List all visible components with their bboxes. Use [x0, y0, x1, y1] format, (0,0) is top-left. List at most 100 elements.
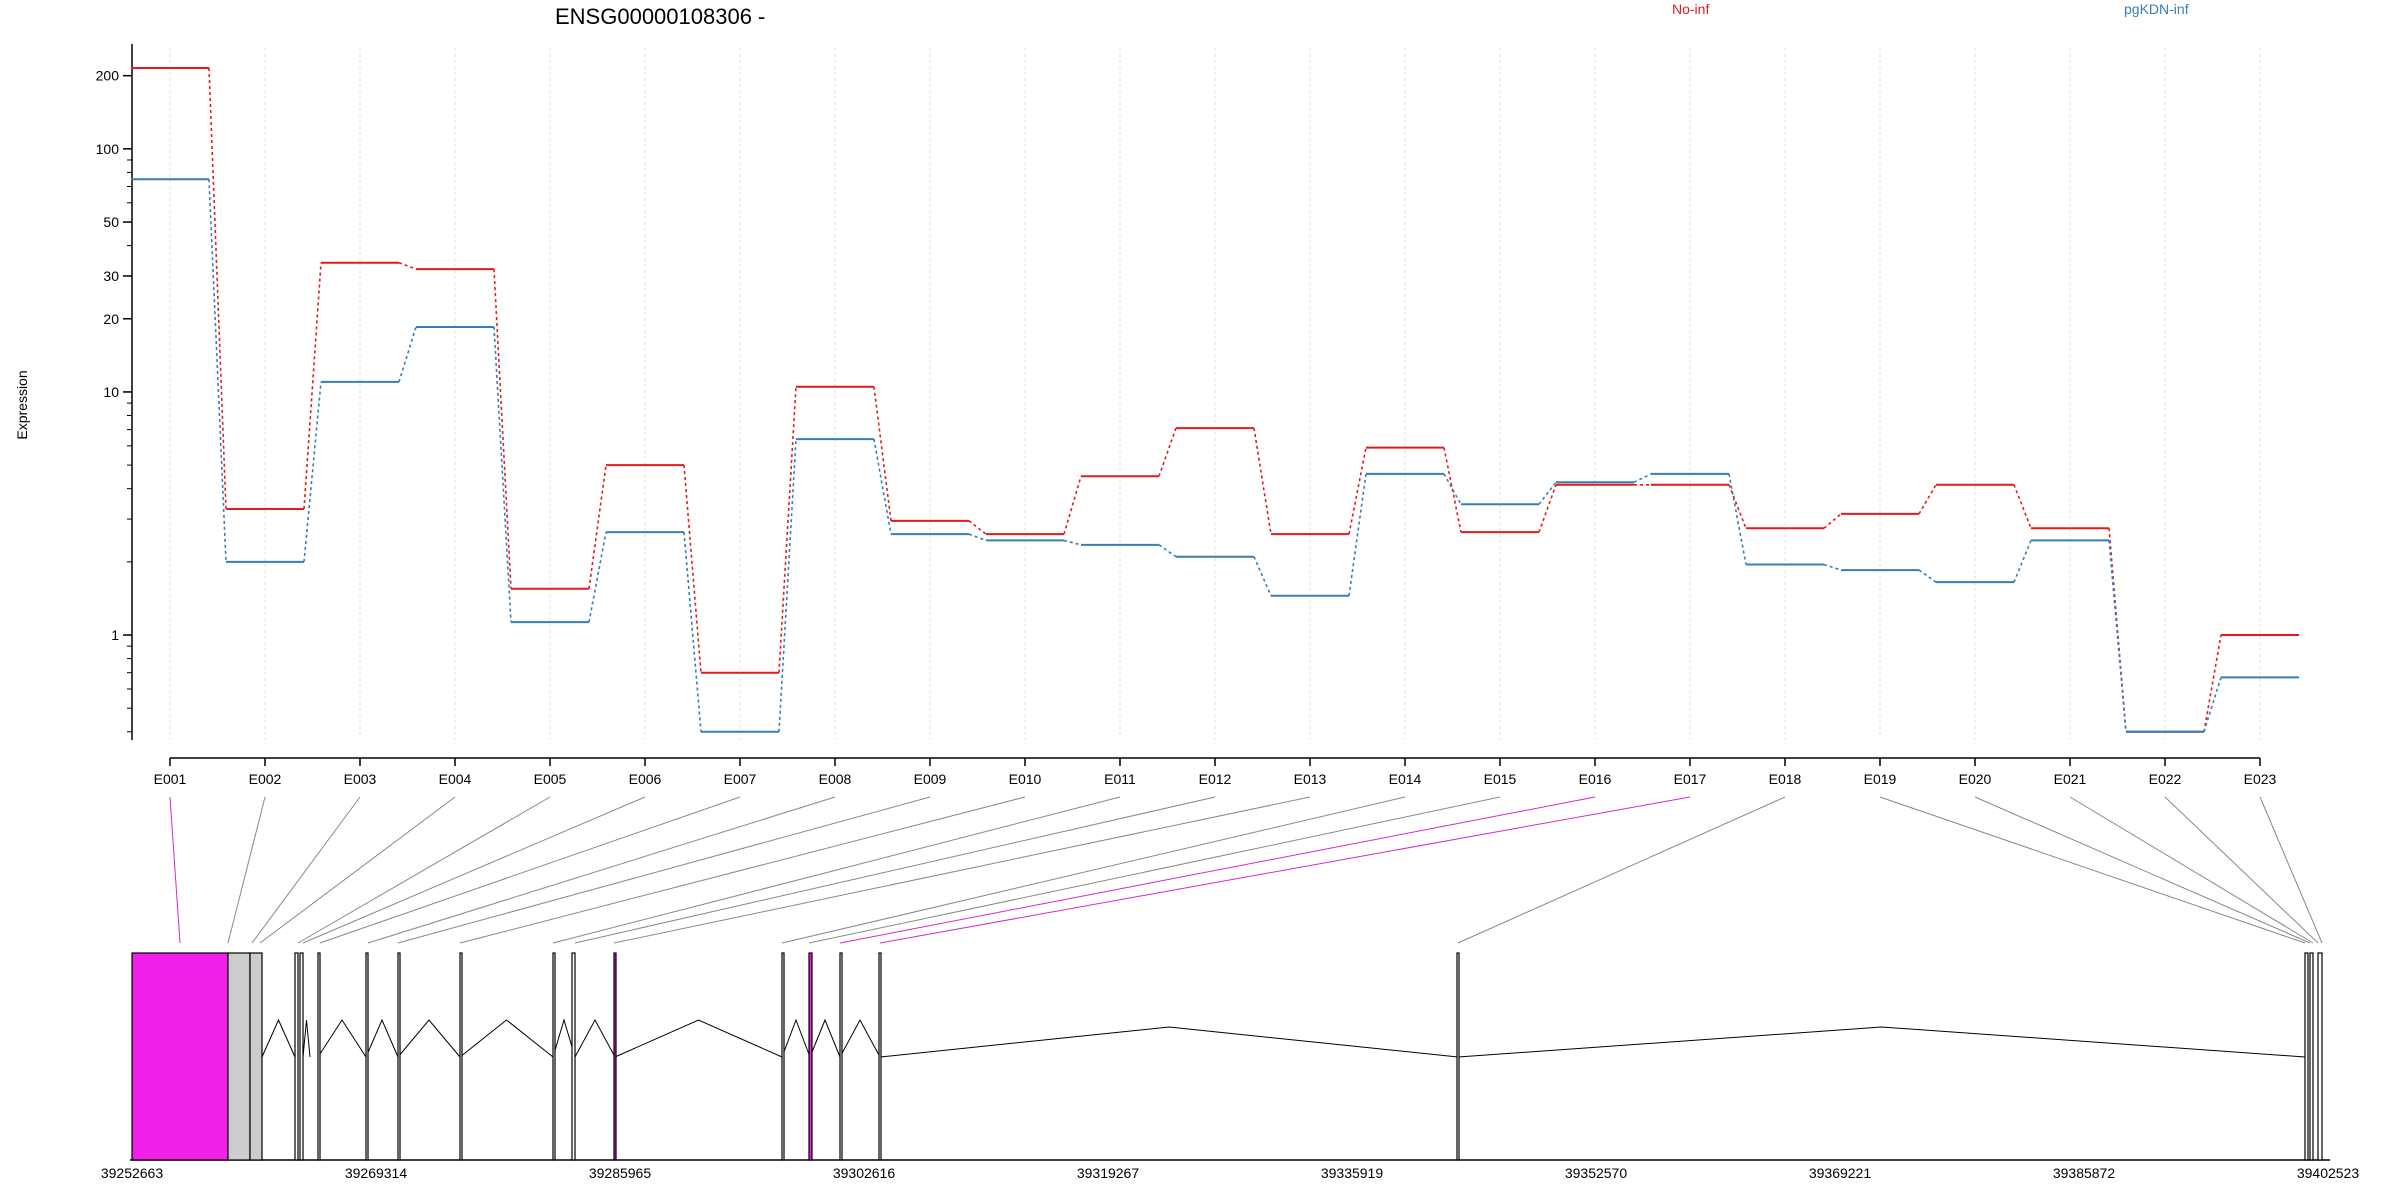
y-tick-label-50: 50 [103, 214, 119, 230]
connector-e019 [1879, 796, 2306, 944]
x-tick-label-e006: E006 [629, 771, 662, 787]
genomic-tick-label-6: 39352570 [1565, 1165, 1628, 1181]
intron-14 [1457, 1026, 2306, 1058]
x-tick-label-e014: E014 [1389, 771, 1422, 787]
intron-9 [614, 1019, 783, 1058]
series-no-inf [131, 67, 2299, 733]
legend-entry-pgkdn-inf: pgKDN-inf [2124, 1, 2189, 17]
exon-connectors [169, 796, 2323, 944]
exon-block-13 [781, 952, 785, 1161]
series-0-connector-e010 [1063, 476, 1082, 535]
x-tick-label-e010: E010 [1009, 771, 1042, 787]
genomic-tick-label-8: 39385872 [2053, 1165, 2116, 1181]
connector-e023 [2259, 796, 2323, 944]
connector-e004 [259, 796, 456, 944]
series-1-connector-e010 [1063, 539, 1082, 546]
intron-1 [261, 1018, 296, 1058]
x-tick-label-e013: E013 [1294, 771, 1327, 787]
x-tick-label-e022: E022 [2149, 771, 2182, 787]
exon-block-6 [317, 952, 321, 1161]
y-tick-label-30: 30 [103, 268, 119, 284]
genomic-tick-label-9: 39402523 [2297, 1165, 2360, 1181]
exon-block-15 [839, 952, 843, 1161]
series-0-connector-e005 [588, 465, 607, 589]
series-1-connector-e019 [1918, 569, 1937, 583]
connector-e010 [459, 796, 1026, 944]
series-0-connector-e012 [1253, 427, 1272, 535]
x-tick-label-e023: E023 [2244, 771, 2277, 787]
x-tick-label-e002: E002 [249, 771, 282, 787]
connector-e016 [839, 796, 1596, 944]
y-axis: 1 10 20 30 50 100 200 [96, 44, 133, 740]
series-0-connector-e022 [2203, 634, 2222, 732]
exon-block-14 [808, 952, 813, 1161]
y-tick-label-200: 200 [96, 68, 120, 84]
genomic-tick-label-3: 39302616 [833, 1165, 896, 1181]
intron-4 [365, 1018, 399, 1058]
exon-block-1 [131, 952, 229, 1161]
series-1-connector-e022 [2203, 677, 2222, 733]
connector-e014 [781, 796, 1406, 944]
x-tick-label-e008: E008 [819, 771, 852, 787]
connector-e006 [302, 796, 646, 944]
series-1-connector-e009 [968, 533, 987, 542]
genomic-tick-label-1: 39269314 [345, 1165, 408, 1181]
connector-e020 [1974, 796, 2311, 944]
exon-block-2 [227, 952, 251, 1161]
intron-3 [317, 1019, 367, 1058]
connector-e021 [2069, 796, 2314, 944]
intron-6 [459, 1019, 554, 1058]
series-1-connector-e001 [208, 179, 227, 562]
intron-5 [397, 1019, 461, 1058]
connector-e017 [879, 796, 1691, 944]
series-1-connector-e008 [873, 438, 892, 535]
intron-7 [552, 1018, 576, 1058]
x-tick-label-e005: E005 [534, 771, 567, 787]
exon-block-3 [249, 952, 263, 1161]
exon-block-11 [571, 952, 576, 1161]
series-1-connector-e016 [1633, 473, 1652, 483]
series-pgkdn-inf [131, 178, 2299, 733]
genomic-tick-label-7: 39369221 [1809, 1165, 1872, 1181]
x-tick-label-e021: E021 [2054, 771, 2087, 787]
series-0-connector-e007 [778, 386, 797, 673]
x-tick-label-e009: E009 [914, 771, 947, 787]
series-0-connector-e020 [2013, 484, 2032, 529]
exon-block-8 [397, 952, 401, 1161]
series-1-connector-e012 [1253, 556, 1272, 597]
x-tick-label-e011: E011 [1104, 771, 1136, 787]
gene-model [130, 952, 2330, 1161]
connector-e013 [613, 796, 1311, 944]
x-tick-label-e007: E007 [724, 771, 757, 787]
exon-block-16 [878, 952, 882, 1161]
intron-11 [809, 1018, 841, 1058]
exon-block-4 [294, 952, 299, 1161]
x-tick-label-e015: E015 [1484, 771, 1517, 787]
exon-block-12 [613, 952, 617, 1161]
series-layer [131, 67, 2299, 733]
series-1-connector-e002 [303, 381, 322, 562]
intron-8 [574, 1018, 616, 1058]
genomic-tick-label-4: 39319267 [1077, 1165, 1140, 1181]
vertical-grid [169, 48, 2261, 740]
exon-block-17 [1456, 952, 1460, 1161]
x-tick-label-e003: E003 [344, 771, 377, 787]
exon-block-20 [2317, 952, 2323, 1161]
connector-e002 [227, 796, 266, 944]
connector-e022 [2164, 796, 2319, 944]
genomic-tick-label-2: 39285965 [589, 1165, 652, 1181]
series-1-connector-e015 [1538, 481, 1557, 505]
exon-block-5 [299, 952, 304, 1161]
x-tick-label-e016: E016 [1579, 771, 1612, 787]
connector-e007 [319, 796, 741, 944]
series-1-connector-e011 [1158, 544, 1177, 558]
connector-e005 [297, 796, 551, 944]
series-0-connector-e008 [873, 386, 892, 521]
exon-block-7 [365, 952, 369, 1161]
legend-entry-no-inf: No-inf [1672, 1, 1709, 17]
intron-2 [302, 1019, 311, 1058]
y-tick-label-10: 10 [103, 384, 119, 400]
series-0-connector-e013 [1348, 447, 1367, 535]
series-0-connector-e003 [398, 262, 417, 270]
